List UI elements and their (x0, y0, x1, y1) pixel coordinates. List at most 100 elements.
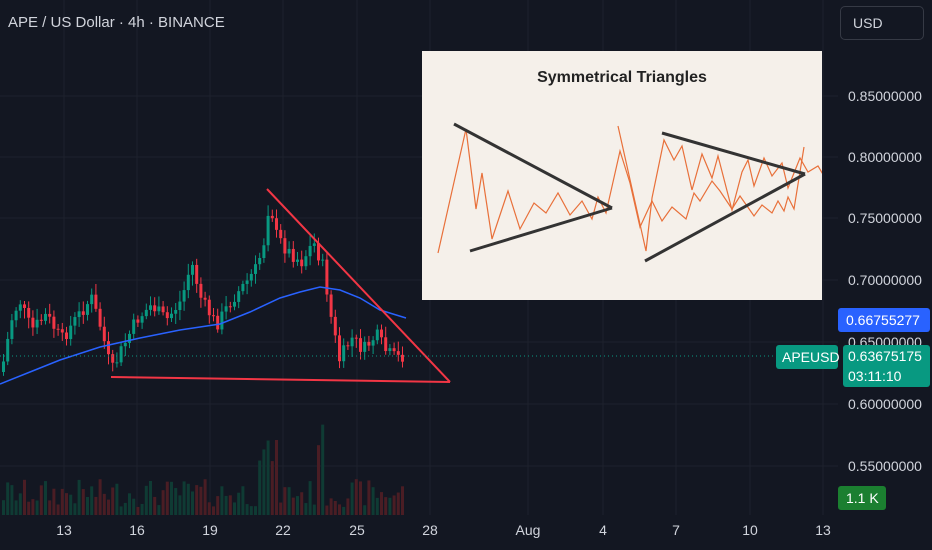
volume-bar (10, 485, 14, 515)
candle-body (144, 309, 148, 317)
volume-bar (35, 500, 39, 515)
volume-bar (86, 496, 89, 515)
volume-bar (128, 493, 131, 515)
candle-body (191, 264, 194, 275)
price-axis-label: 0.60000000 (848, 396, 922, 412)
volume-bar (304, 503, 308, 515)
volume-bar (212, 506, 215, 515)
candle-body (157, 306, 161, 312)
volume-bar (300, 492, 304, 515)
volume-bar (182, 481, 186, 515)
candle-body (262, 245, 266, 259)
candle-body (123, 342, 127, 347)
candle-body (384, 337, 388, 352)
volume-bar (157, 505, 161, 515)
candle-body (304, 256, 308, 267)
volume-bar (153, 496, 157, 515)
volume-bar (401, 486, 404, 515)
candle-body (182, 290, 186, 302)
candle-body (65, 332, 68, 340)
candle-body (266, 215, 270, 246)
triangle-pattern-illustration: Symmetrical Triangles (422, 51, 822, 300)
volume-bar (115, 483, 119, 515)
volume-bar (27, 501, 31, 515)
candle-body (18, 304, 22, 311)
volume-bar (119, 506, 123, 515)
volume-bar (325, 505, 329, 515)
volume-bar (308, 481, 312, 515)
price-axis-label: 0.75000000 (848, 210, 922, 226)
volume-bar (132, 498, 136, 515)
candle-body (291, 248, 295, 262)
candle-body (321, 259, 325, 261)
candle-body (115, 362, 119, 364)
candle-body (312, 243, 316, 246)
candle-body (228, 306, 232, 308)
volume-bar (56, 504, 60, 515)
volume-bar (23, 479, 26, 515)
volume-bar (388, 497, 392, 515)
candle-body (203, 297, 207, 300)
volume-bar (18, 493, 22, 515)
candle-body (401, 354, 404, 362)
volume-bar (14, 500, 18, 515)
candle-body (338, 335, 341, 362)
candle-body (44, 313, 47, 321)
volume-bar (333, 500, 337, 515)
volume-bar (296, 496, 299, 515)
candle-body (283, 238, 287, 254)
volume-bar (98, 479, 102, 515)
volume-bar (136, 506, 140, 515)
volume-bar (220, 486, 224, 515)
volume-bar (195, 485, 199, 515)
volume-bar (384, 497, 388, 515)
candle-body (199, 283, 203, 298)
candle-body (94, 294, 98, 309)
volume-bar (258, 460, 262, 515)
right-lower-line (644, 172, 806, 263)
candle-body (186, 274, 190, 291)
currency-button[interactable]: USD (840, 6, 924, 40)
time-axis-label: 22 (275, 522, 291, 538)
volume-bar (262, 449, 266, 515)
candle-body (35, 319, 39, 328)
volume-bar (203, 479, 207, 515)
volume-tag: 1.1 K (838, 486, 886, 510)
candle-body (270, 215, 274, 219)
volume-bar (338, 504, 341, 515)
volume-bar (241, 486, 245, 515)
volume-bar (392, 495, 396, 515)
support-trendline (110, 376, 451, 383)
volume-bar (321, 424, 325, 515)
candle-body (86, 304, 89, 315)
candle-body (371, 340, 375, 346)
left-lower-line (469, 206, 613, 253)
volume-bar (107, 499, 110, 515)
candle-body (249, 273, 253, 281)
volume-bar (275, 439, 278, 515)
candle-body (111, 354, 115, 363)
candle-body (81, 311, 85, 315)
candle-body (178, 301, 182, 311)
candle-body (216, 315, 220, 330)
volume-bar (191, 491, 194, 515)
candle-body (165, 312, 169, 319)
volume-bar (270, 461, 274, 515)
time-axis-label: 10 (742, 522, 758, 538)
candle-body (48, 313, 52, 317)
volume-bar (149, 480, 152, 515)
volume-bar (39, 485, 43, 515)
candle-body (161, 306, 165, 313)
candle-body (296, 259, 299, 262)
volume-bar (140, 503, 144, 515)
left-upper-line (453, 122, 613, 210)
time-axis-label: 19 (202, 522, 218, 538)
candle-body (77, 311, 81, 318)
candle-body (279, 229, 283, 239)
volume-bar (178, 495, 182, 515)
volume-bar (375, 497, 379, 515)
candle-body (132, 319, 136, 334)
candle-body (170, 313, 173, 319)
volume-bar (111, 487, 115, 515)
time-axis-label: 13 (56, 522, 72, 538)
